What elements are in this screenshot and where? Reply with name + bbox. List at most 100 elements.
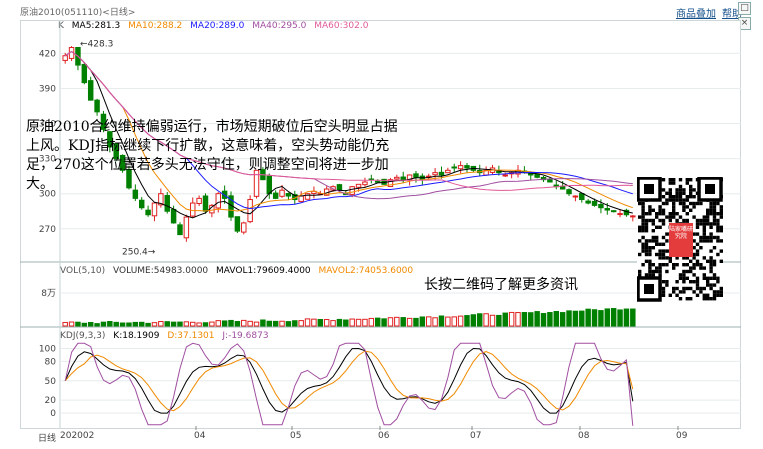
qr-module <box>658 205 662 209</box>
qr-module <box>685 263 689 267</box>
qr-module <box>685 297 689 301</box>
qr-module <box>712 218 717 223</box>
qr-module <box>644 212 649 216</box>
qr-module <box>644 249 649 253</box>
qr-module <box>658 225 662 229</box>
qr-module <box>661 263 666 267</box>
qr-module <box>712 215 717 219</box>
qr-module <box>644 273 649 277</box>
qr-module <box>692 195 696 199</box>
qr-module <box>699 235 703 240</box>
qr-module <box>655 215 659 219</box>
qr-module <box>699 263 703 267</box>
help-link[interactable]: 帮助 <box>722 9 742 20</box>
qr-module <box>648 249 652 253</box>
qr-module <box>709 263 713 267</box>
qr-module <box>648 205 652 209</box>
qr-module <box>709 201 713 206</box>
qr-module <box>689 297 693 301</box>
qr-module <box>665 198 669 202</box>
compare-link[interactable]: 商品叠加 <box>676 9 716 20</box>
qr-module <box>706 222 710 226</box>
title-bar: 原油2010(051110)<日线> 商品叠加 帮助 □ × <box>0 0 763 30</box>
qr-module <box>685 198 689 202</box>
qr-module <box>682 201 686 206</box>
qr-module <box>661 201 666 206</box>
qr-module <box>682 256 686 260</box>
restore-button[interactable]: □ <box>738 2 751 15</box>
qr-module <box>675 212 679 216</box>
qr-module <box>651 273 655 277</box>
qr-module <box>692 290 696 294</box>
qr-module <box>709 222 713 226</box>
qr-module <box>712 276 717 280</box>
qr-module <box>648 266 652 270</box>
qr-module <box>695 276 700 280</box>
qr-module <box>702 286 706 291</box>
qr-module <box>661 222 666 226</box>
qr-module <box>672 195 676 199</box>
qr-module <box>712 290 717 294</box>
chart-area[interactable] <box>20 20 741 429</box>
qr-module <box>672 208 676 212</box>
qr-module <box>661 290 666 294</box>
qr-module <box>668 212 672 216</box>
qr-module <box>692 215 696 219</box>
qr-module <box>685 286 689 291</box>
qr-module <box>655 242 659 246</box>
qr-module <box>716 293 720 297</box>
qr-module <box>689 184 693 189</box>
qr-module <box>655 252 659 257</box>
qr-module <box>706 208 710 212</box>
qr-module <box>672 181 676 185</box>
qr-module <box>689 195 693 199</box>
qr-module <box>675 195 679 199</box>
qr-module <box>709 256 713 260</box>
x-label-04: 04 <box>194 431 206 441</box>
qr-module <box>716 280 720 284</box>
qr-code-image[interactable] <box>637 177 723 303</box>
qr-module <box>648 263 652 267</box>
qr-module <box>709 283 713 287</box>
qr-module <box>678 273 683 277</box>
qr-module <box>695 283 700 287</box>
qr-module <box>638 215 642 219</box>
qr-module <box>699 290 703 294</box>
qr-module <box>702 293 706 297</box>
qr-module <box>651 269 655 274</box>
qr-module <box>641 225 645 229</box>
qr-module <box>695 222 700 226</box>
kdj-title: KDJ(9,3,3) <box>60 331 106 341</box>
qr-module <box>706 239 710 243</box>
qr-module <box>655 266 659 270</box>
qr-module <box>719 205 723 209</box>
qr-module <box>644 218 649 223</box>
qr-module <box>661 252 666 257</box>
qr-module <box>712 222 717 226</box>
kdj-k-legend: K:18.1909 <box>113 331 160 341</box>
qr-module <box>644 239 649 243</box>
qr-module <box>641 215 645 219</box>
qr-module <box>682 191 686 195</box>
qr-caption: 长按二维码了解更多资讯 <box>424 277 578 293</box>
qr-module <box>672 205 676 209</box>
qr-module <box>702 218 706 223</box>
qr-module <box>685 178 689 182</box>
qr-module <box>651 239 655 243</box>
qr-module <box>689 201 693 206</box>
qr-module <box>716 252 720 257</box>
qr-module <box>682 263 686 267</box>
qr-module <box>655 235 659 240</box>
qr-module <box>672 266 676 270</box>
qr-module <box>655 239 659 243</box>
qr-module <box>699 246 703 250</box>
ma10-legend: MA10:288.2 <box>128 21 183 31</box>
price-legend: K MA5:281.3 MA10:288.2 MA20:289.0 MA40:2… <box>58 21 373 31</box>
qr-module <box>675 188 679 192</box>
qr-module <box>709 259 713 263</box>
qr-module <box>695 225 700 229</box>
qr-module <box>689 280 693 284</box>
qr-module <box>709 249 713 253</box>
qr-module <box>695 232 700 236</box>
